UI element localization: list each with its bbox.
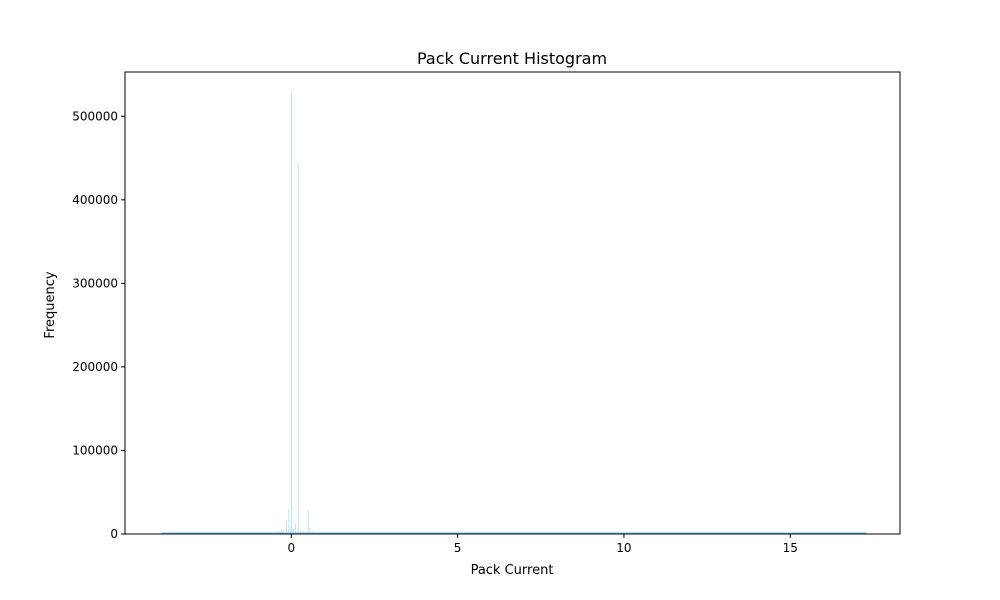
histogram-bar	[307, 509, 309, 534]
y-tick-label: 100000	[72, 443, 118, 457]
y-axis-label: Frequency	[43, 271, 58, 338]
histogram-bar	[294, 523, 296, 534]
plot-area-frame	[124, 71, 901, 535]
histogram-bar	[300, 529, 302, 534]
x-tick-label: 5	[454, 541, 462, 555]
x-tick-label: 10	[616, 541, 631, 555]
histogram-bar	[297, 162, 299, 535]
chart-title: Pack Current Histogram	[417, 49, 607, 68]
x-tick-label: 15	[783, 541, 798, 555]
x-tick-label: 0	[287, 541, 295, 555]
histogram-bar	[288, 508, 290, 534]
y-tick-label: 0	[110, 527, 118, 541]
x-axis-ticks: 0 5 10 15	[287, 534, 798, 555]
y-tick-label: 300000	[72, 276, 118, 290]
y-tick-label: 400000	[72, 193, 118, 207]
y-tick-label: 500000	[72, 109, 118, 123]
histogram-bar	[290, 527, 292, 534]
y-axis-ticks: 0 100000 200000 300000 400000 500000	[72, 109, 125, 541]
histogram-bar	[282, 530, 284, 534]
y-tick-label: 200000	[72, 360, 118, 374]
histogram-bar	[309, 527, 311, 534]
histogram-bar	[290, 92, 292, 534]
histogram-bar	[285, 521, 287, 534]
x-axis-label: Pack Current	[471, 563, 554, 578]
histogram-bar	[292, 528, 294, 534]
histogram-bar	[281, 529, 282, 534]
